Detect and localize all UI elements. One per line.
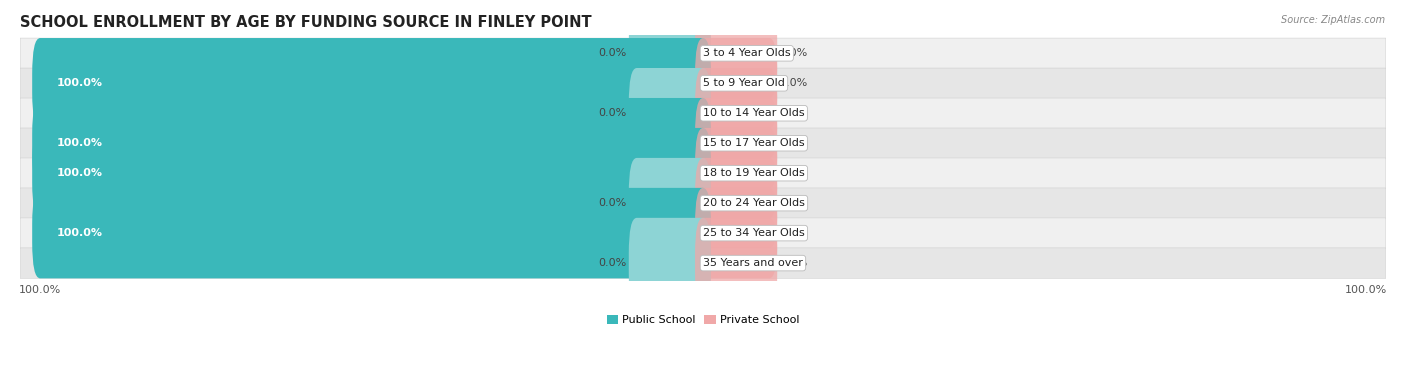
FancyBboxPatch shape [32, 128, 711, 218]
Text: 0.0%: 0.0% [599, 48, 627, 58]
Text: 5 to 9 Year Old: 5 to 9 Year Old [703, 78, 785, 88]
Text: 3 to 4 Year Olds: 3 to 4 Year Olds [703, 48, 790, 58]
Text: 15 to 17 Year Olds: 15 to 17 Year Olds [703, 138, 804, 148]
Legend: Public School, Private School: Public School, Private School [602, 310, 804, 329]
FancyBboxPatch shape [695, 188, 778, 278]
Text: 0.0%: 0.0% [599, 258, 627, 268]
FancyBboxPatch shape [32, 188, 711, 278]
Text: 100.0%: 100.0% [56, 138, 103, 148]
Text: 20 to 24 Year Olds: 20 to 24 Year Olds [703, 198, 804, 208]
Text: 18 to 19 Year Olds: 18 to 19 Year Olds [703, 168, 804, 178]
Text: 0.0%: 0.0% [779, 48, 807, 58]
Text: SCHOOL ENROLLMENT BY AGE BY FUNDING SOURCE IN FINLEY POINT: SCHOOL ENROLLMENT BY AGE BY FUNDING SOUR… [20, 15, 592, 30]
FancyBboxPatch shape [20, 128, 1386, 158]
Text: 0.0%: 0.0% [779, 78, 807, 88]
FancyBboxPatch shape [20, 218, 1386, 248]
FancyBboxPatch shape [628, 68, 711, 158]
Text: 100.0%: 100.0% [56, 228, 103, 238]
FancyBboxPatch shape [695, 68, 778, 158]
Text: 0.0%: 0.0% [779, 108, 807, 118]
Text: 25 to 34 Year Olds: 25 to 34 Year Olds [703, 228, 804, 238]
FancyBboxPatch shape [628, 218, 711, 308]
FancyBboxPatch shape [695, 38, 778, 129]
FancyBboxPatch shape [20, 188, 1386, 218]
Text: 100.0%: 100.0% [56, 168, 103, 178]
Text: Source: ZipAtlas.com: Source: ZipAtlas.com [1281, 15, 1385, 25]
FancyBboxPatch shape [20, 248, 1386, 278]
Text: 0.0%: 0.0% [779, 228, 807, 238]
FancyBboxPatch shape [695, 98, 778, 188]
FancyBboxPatch shape [695, 128, 778, 218]
FancyBboxPatch shape [695, 8, 778, 98]
FancyBboxPatch shape [32, 38, 711, 129]
FancyBboxPatch shape [628, 8, 711, 98]
FancyBboxPatch shape [20, 68, 1386, 98]
Text: 10 to 14 Year Olds: 10 to 14 Year Olds [703, 108, 804, 118]
FancyBboxPatch shape [20, 158, 1386, 188]
FancyBboxPatch shape [32, 98, 711, 188]
FancyBboxPatch shape [628, 158, 711, 248]
FancyBboxPatch shape [20, 98, 1386, 129]
Text: 0.0%: 0.0% [779, 258, 807, 268]
Text: 0.0%: 0.0% [779, 168, 807, 178]
FancyBboxPatch shape [20, 38, 1386, 69]
FancyBboxPatch shape [695, 158, 778, 248]
FancyBboxPatch shape [695, 218, 778, 308]
Text: 0.0%: 0.0% [779, 198, 807, 208]
Text: 0.0%: 0.0% [599, 108, 627, 118]
Text: 0.0%: 0.0% [779, 138, 807, 148]
Text: 0.0%: 0.0% [599, 198, 627, 208]
Text: 100.0%: 100.0% [56, 78, 103, 88]
Text: 35 Years and over: 35 Years and over [703, 258, 803, 268]
